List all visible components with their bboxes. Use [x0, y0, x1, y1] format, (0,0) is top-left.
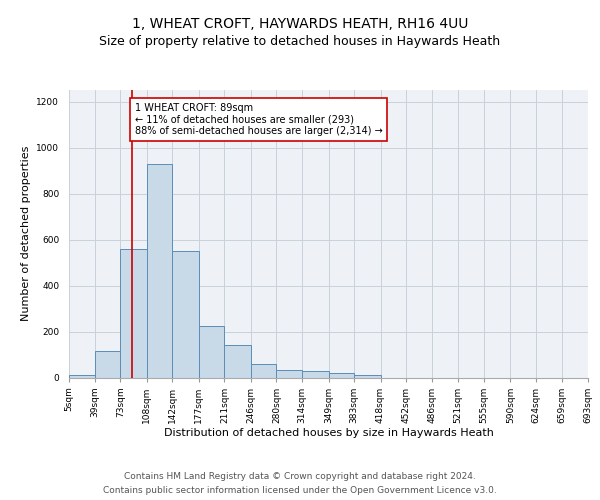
Bar	[120, 248, 146, 378]
Text: 1 WHEAT CROFT: 89sqm
← 11% of detached houses are smaller (293)
88% of semi-deta: 1 WHEAT CROFT: 89sqm ← 11% of detached h…	[134, 102, 382, 136]
Bar	[329, 373, 354, 378]
Text: 1, WHEAT CROFT, HAYWARDS HEATH, RH16 4UU: 1, WHEAT CROFT, HAYWARDS HEATH, RH16 4UU	[132, 18, 468, 32]
Bar	[354, 374, 380, 378]
Bar	[224, 346, 251, 378]
Text: Contains public sector information licensed under the Open Government Licence v3: Contains public sector information licen…	[103, 486, 497, 495]
Bar	[302, 370, 329, 378]
Text: Contains HM Land Registry data © Crown copyright and database right 2024.: Contains HM Land Registry data © Crown c…	[124, 472, 476, 481]
Y-axis label: Number of detached properties: Number of detached properties	[21, 146, 31, 322]
X-axis label: Distribution of detached houses by size in Haywards Heath: Distribution of detached houses by size …	[164, 428, 493, 438]
Bar	[277, 370, 302, 378]
Text: Size of property relative to detached houses in Haywards Heath: Size of property relative to detached ho…	[100, 35, 500, 48]
Bar	[95, 351, 120, 378]
Bar	[251, 364, 277, 378]
Bar	[69, 375, 95, 378]
Bar	[172, 251, 199, 378]
Bar	[199, 326, 224, 378]
Bar	[146, 164, 172, 378]
